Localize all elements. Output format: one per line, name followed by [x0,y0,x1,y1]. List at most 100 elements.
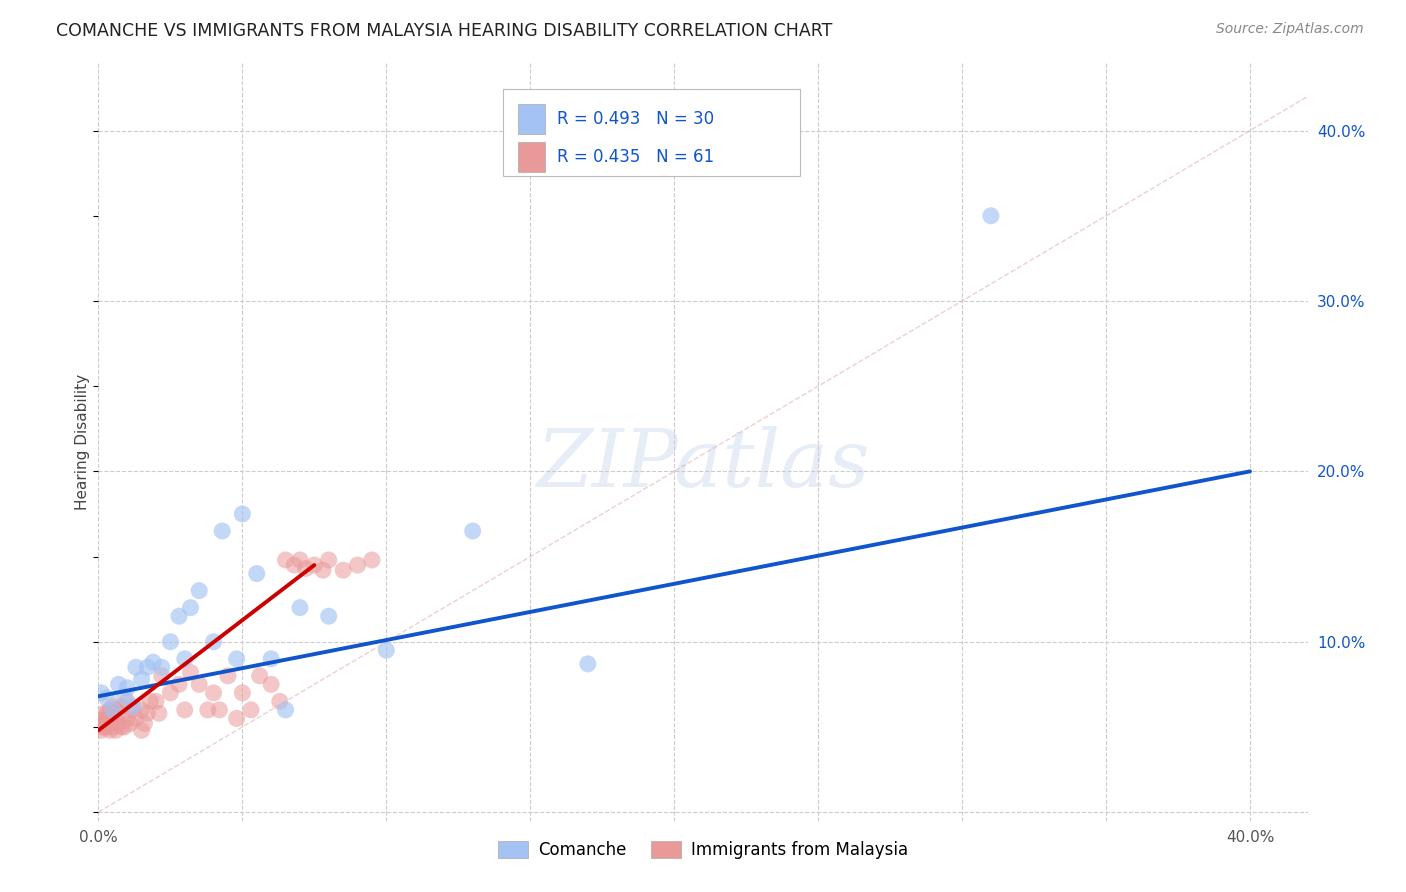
Point [90,723,112,738]
Point [90,686,112,700]
Point [101,703,124,717]
Point [104,703,127,717]
Point [107,706,129,721]
Point [110,720,132,734]
Point [120,716,142,731]
Point [167,677,190,691]
Point [115,681,138,695]
Point [188,583,211,598]
Point [980,209,1002,223]
Point [217,669,239,683]
Point [208,703,231,717]
Point [180,665,202,680]
Point [125,660,148,674]
Text: Source: ZipAtlas.com: Source: ZipAtlas.com [1216,22,1364,37]
Point [136,706,159,721]
Point [96,720,118,734]
Point [260,652,283,666]
Point [211,524,233,538]
Y-axis label: Hearing Disability: Hearing Disability [75,374,90,509]
Point [98,703,121,717]
Point [131,703,153,717]
Point [294,561,316,575]
Point [142,655,165,669]
Point [98,723,121,738]
Point [159,634,181,648]
Point [346,558,368,572]
Point [231,686,253,700]
Point [136,660,159,674]
Point [274,553,297,567]
Point [288,600,311,615]
Point [112,690,135,704]
Point [274,703,297,717]
Point [115,711,138,725]
Point [90,720,112,734]
Point [173,652,195,666]
Point [283,558,305,572]
Point [101,699,124,714]
Bar [517,142,544,172]
Point [96,711,118,725]
Text: ZIPatlas: ZIPatlas [536,425,870,503]
Point [110,699,132,714]
Point [231,507,253,521]
Point [180,600,202,615]
Legend: Comanche, Immigrants from Malaysia: Comanche, Immigrants from Malaysia [491,834,915,865]
Point [122,703,145,717]
Point [197,703,219,717]
Point [96,690,118,705]
Point [131,723,153,738]
Point [375,643,398,657]
Point [139,694,162,708]
Point [361,553,384,567]
Point [93,720,115,734]
Point [115,694,138,708]
Text: COMANCHE VS IMMIGRANTS FROM MALAYSIA HEARING DISABILITY CORRELATION CHART: COMANCHE VS IMMIGRANTS FROM MALAYSIA HEA… [56,22,832,40]
Point [576,657,599,671]
Point [134,716,156,731]
Point [101,706,124,721]
Point [304,558,326,572]
Point [318,553,340,567]
Text: R = 0.493   N = 30: R = 0.493 N = 30 [557,111,714,128]
Point [332,563,354,577]
Point [246,566,269,581]
Point [150,660,173,674]
Point [288,553,311,567]
Point [98,711,121,725]
Point [93,706,115,721]
Point [122,699,145,714]
Point [90,716,112,731]
Point [145,694,167,708]
Point [312,563,335,577]
Point [159,686,181,700]
Point [107,677,129,691]
Point [202,634,225,648]
Point [101,720,124,734]
Point [318,609,340,624]
Point [260,677,283,691]
Point [240,703,263,717]
Point [269,694,291,708]
Point [461,524,484,538]
Point [249,669,271,683]
Point [90,713,112,727]
Point [167,609,190,624]
Point [107,716,129,731]
FancyBboxPatch shape [503,89,800,177]
Point [125,711,148,725]
Point [131,672,153,686]
Point [188,677,211,691]
Point [96,706,118,721]
Bar [517,104,544,135]
Point [150,669,173,683]
Point [173,703,195,717]
Point [202,686,225,700]
Point [93,714,115,729]
Text: R = 0.435   N = 61: R = 0.435 N = 61 [557,148,714,166]
Point [225,652,247,666]
Point [104,723,127,738]
Point [148,706,170,721]
Point [225,711,247,725]
